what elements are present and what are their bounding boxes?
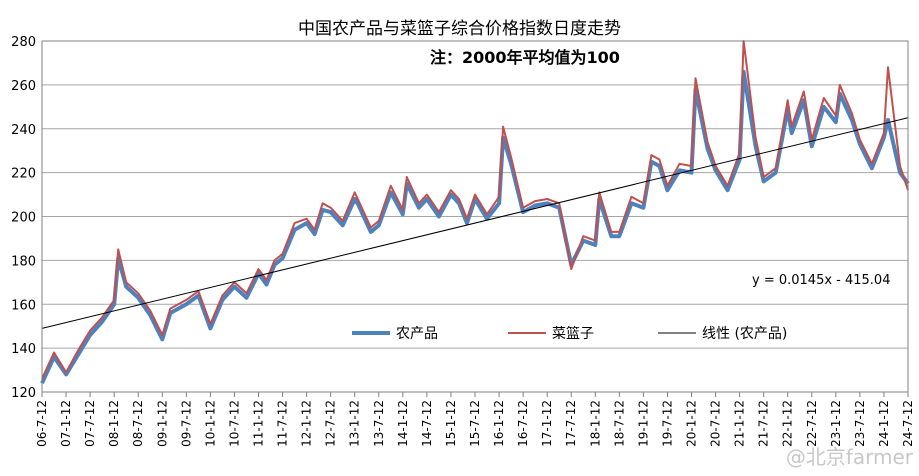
x-tick-label-20-7-12: 20-7-12 — [709, 400, 723, 447]
y-tick-label-220: 220 — [11, 167, 36, 182]
x-tick-label-14-1-12: 14-1-12 — [396, 400, 410, 447]
trendline-line — [41, 117, 909, 329]
x-tick-label-11-7-12: 11-7-12 — [276, 400, 290, 447]
x-tick-label-16-1-12: 16-1-12 — [492, 400, 506, 447]
x-tick-label-15-7-12: 15-7-12 — [468, 400, 482, 447]
x-tick-label-18-7-12: 18-7-12 — [612, 400, 626, 447]
series-line-菜篮子 — [41, 40, 909, 380]
x-tick-label-17-1-12: 17-1-12 — [540, 400, 554, 447]
y-tick-label-120: 120 — [11, 386, 36, 401]
y-axis-ticks: 120 140 160 180 200 220 240 260 280 — [11, 35, 36, 401]
y-tick-label-160: 160 — [11, 298, 36, 313]
x-tick-label-21-1-12: 21-1-12 — [733, 400, 747, 447]
x-tick-label-19-7-12: 19-7-12 — [660, 400, 674, 447]
y-tick-label-180: 180 — [11, 254, 36, 269]
legend: 农产品 菜篮子 线性 (农产品) — [352, 326, 787, 342]
x-tick-label-09-7-12: 09-7-12 — [179, 400, 193, 447]
x-axis-ticks: 06-7-12 07-1-12 07-7-12 08-1-12 08-7-12 09-1-… — [35, 392, 915, 447]
x-tick-label-06-7-12: 06-7-12 — [35, 400, 49, 447]
x-tick-label-23-1-12: 23-1-12 — [829, 400, 843, 447]
x-tick-label-14-7-12: 14-7-12 — [420, 400, 434, 447]
x-tick-label-19-1-12: 19-1-12 — [636, 400, 650, 447]
legend-label-1: 菜篮子 — [552, 326, 594, 342]
x-tick-label-10-1-12: 10-1-12 — [203, 400, 217, 447]
x-tick-label-13-1-12: 13-1-12 — [348, 400, 362, 447]
watermark: @北京farmer — [785, 445, 913, 469]
series-lines — [40, 40, 910, 385]
y-tick-label-140: 140 — [11, 342, 36, 357]
x-tick-label-11-1-12: 11-1-12 — [252, 400, 266, 447]
y-tick-label-260: 260 — [11, 79, 36, 94]
trendline-equation: y = 0.0145x - 415.04 — [752, 273, 890, 288]
x-tick-label-12-7-12: 12-7-12 — [324, 400, 338, 447]
chart-subtitle: 注：2000年平均值为100 — [430, 48, 620, 67]
x-tick-label-22-7-12: 22-7-12 — [805, 400, 819, 447]
x-tick-label-17-7-12: 17-7-12 — [564, 400, 578, 447]
x-tick-label-20-1-12: 20-1-12 — [685, 400, 699, 447]
chart-title: 中国农产品与菜篮子综合价格指数日度走势 — [298, 19, 621, 39]
x-tick-label-08-1-12: 08-1-12 — [107, 400, 121, 447]
series-line-农产品 — [40, 69, 910, 385]
x-tick-label-07-7-12: 07-7-12 — [83, 400, 97, 447]
x-tick-label-07-1-12: 07-1-12 — [59, 400, 73, 447]
x-tick-label-21-7-12: 21-7-12 — [757, 400, 771, 447]
legend-label-2: 线性 (农产品) — [702, 326, 787, 342]
plot-border — [41, 40, 909, 393]
y-tick-label-240: 240 — [11, 123, 36, 138]
y-tick-label-280: 280 — [11, 35, 36, 50]
x-tick-label-13-7-12: 13-7-12 — [372, 400, 386, 447]
legend-label-0: 农产品 — [396, 326, 438, 342]
x-tick-label-24-7-12: 24-7-12 — [901, 400, 915, 447]
trendline — [41, 117, 909, 329]
x-tick-label-12-1-12: 12-1-12 — [300, 400, 314, 447]
x-tick-label-23-7-12: 23-7-12 — [853, 400, 867, 447]
y-tick-label-200: 200 — [11, 211, 36, 226]
x-tick-label-15-1-12: 15-1-12 — [444, 400, 458, 447]
x-tick-label-18-1-12: 18-1-12 — [588, 400, 602, 447]
x-tick-label-10-7-12: 10-7-12 — [227, 400, 241, 447]
x-tick-label-09-1-12: 09-1-12 — [155, 400, 169, 447]
x-tick-label-22-1-12: 22-1-12 — [781, 400, 795, 447]
x-tick-label-16-7-12: 16-7-12 — [516, 400, 530, 447]
x-tick-label-08-7-12: 08-7-12 — [131, 400, 145, 447]
x-tick-label-24-1-12: 24-1-12 — [877, 400, 891, 447]
